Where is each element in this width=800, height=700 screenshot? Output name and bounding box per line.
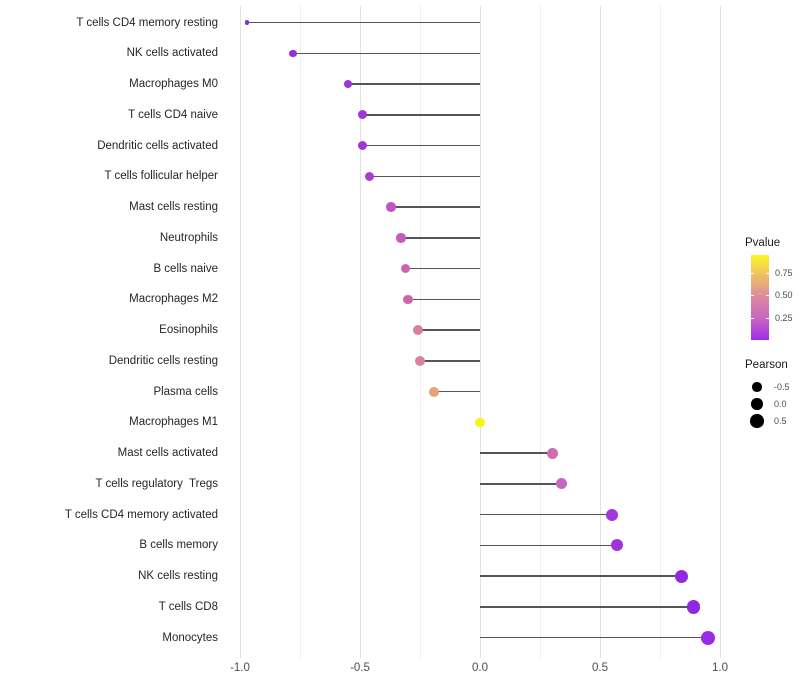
lollipop-stem bbox=[362, 144, 480, 147]
y-axis-label: B cells naive bbox=[153, 262, 218, 275]
colorbar-tick bbox=[751, 295, 754, 297]
lollipop-stem bbox=[292, 52, 480, 54]
pearson-key-dot bbox=[750, 414, 764, 428]
y-axis-label: Dendritic cells resting bbox=[108, 354, 218, 367]
data-point bbox=[244, 20, 250, 25]
x-tick-label: -1.0 bbox=[230, 662, 250, 674]
colorbar-tick bbox=[766, 295, 769, 297]
gridline-major bbox=[599, 6, 601, 658]
lollipop-stem bbox=[405, 267, 480, 270]
lollipop-stem bbox=[480, 606, 694, 608]
pearson-key-label: -0.5 bbox=[774, 381, 790, 392]
lollipop-stem bbox=[434, 390, 480, 393]
y-axis-label: Macrophages M0 bbox=[129, 78, 218, 90]
y-axis-label: T cells follicular helper bbox=[104, 170, 218, 183]
y-axis-label: T cells CD4 naive bbox=[128, 108, 218, 121]
data-point bbox=[357, 110, 367, 120]
lollipop-stem bbox=[362, 114, 480, 116]
pearson-key-dot bbox=[752, 382, 762, 392]
lollipop-stem bbox=[420, 360, 480, 362]
y-axis-label: Plasma cells bbox=[153, 385, 218, 398]
y-axis-label: Macrophages M1 bbox=[129, 416, 218, 429]
data-point bbox=[289, 49, 297, 57]
y-axis-label: Eosinophils bbox=[159, 324, 218, 336]
x-tick-label: 0.5 bbox=[592, 662, 608, 674]
gridline-minor bbox=[299, 6, 301, 658]
data-point bbox=[357, 141, 367, 150]
gridline-major bbox=[719, 6, 721, 658]
y-axis-label: T cells CD4 memory activated bbox=[64, 508, 218, 521]
data-point bbox=[343, 79, 353, 89]
y-axis-label: Mast cells resting bbox=[129, 201, 218, 213]
data-point bbox=[610, 539, 623, 552]
colorbar-tick-label: 0.75 bbox=[775, 267, 793, 278]
data-point bbox=[429, 386, 440, 397]
lollipop-stem bbox=[480, 575, 682, 577]
data-point bbox=[701, 630, 715, 645]
lollipop-stem bbox=[391, 206, 480, 208]
y-axis-label: NK cells activated bbox=[126, 47, 218, 60]
pvalue-colorbar bbox=[751, 255, 769, 340]
lollipop-stem bbox=[480, 544, 617, 546]
lollipop-stem bbox=[408, 298, 480, 300]
gridline-major bbox=[359, 6, 361, 658]
data-point bbox=[400, 263, 411, 274]
y-axis-label: T cells regulatory Tregs bbox=[95, 477, 218, 490]
lollipop-stem bbox=[480, 513, 612, 516]
pearson-key-label: 0.0 bbox=[774, 398, 787, 409]
colorbar-tick bbox=[751, 272, 754, 274]
x-tick-label: 0.0 bbox=[472, 662, 488, 674]
gridline-minor bbox=[659, 6, 661, 658]
lollipop-stem bbox=[480, 452, 552, 454]
data-point bbox=[415, 355, 425, 366]
lollipop-stem bbox=[480, 636, 708, 639]
data-point bbox=[365, 171, 375, 181]
pvalue-legend-title: Pvalue bbox=[745, 237, 781, 249]
x-tick-label: 1.0 bbox=[712, 662, 728, 674]
pearson-legend-title: Pearson bbox=[745, 359, 788, 371]
colorbar-tick-label: 0.50 bbox=[775, 290, 793, 301]
gridline-major bbox=[239, 6, 241, 658]
data-point bbox=[675, 569, 689, 583]
y-axis-label: Dendritic cells activated bbox=[97, 139, 218, 152]
data-point bbox=[386, 202, 396, 212]
gridline-major bbox=[479, 6, 481, 658]
lollipop-stem bbox=[348, 83, 480, 85]
colorbar-tick bbox=[766, 272, 769, 274]
colorbar-tick-label: 0.25 bbox=[775, 312, 793, 323]
data-point bbox=[556, 478, 568, 490]
colorbar-tick bbox=[766, 317, 769, 319]
y-axis-label: NK cells resting bbox=[138, 570, 218, 582]
lollipop-stem bbox=[369, 175, 480, 177]
data-point bbox=[475, 417, 485, 427]
gridline-minor bbox=[539, 6, 541, 658]
y-axis-label: Macrophages M2 bbox=[129, 293, 218, 306]
lollipop-stem bbox=[417, 329, 480, 331]
y-axis-label: Mast cells activated bbox=[117, 447, 218, 459]
data-point bbox=[396, 233, 406, 243]
data-point bbox=[403, 294, 413, 304]
y-axis-label: T cells CD4 memory resting bbox=[76, 16, 218, 29]
colorbar-tick bbox=[751, 317, 754, 319]
data-point bbox=[412, 325, 423, 335]
x-tick-label: -0.5 bbox=[350, 662, 370, 674]
y-axis-label: Neutrophils bbox=[159, 231, 218, 244]
pearson-key-dot bbox=[751, 398, 763, 410]
lollipop-stem bbox=[400, 237, 480, 239]
data-point bbox=[606, 508, 618, 521]
data-point bbox=[686, 600, 701, 614]
y-axis-label: T cells CD8 bbox=[158, 600, 218, 613]
y-axis-label: Monocytes bbox=[162, 631, 218, 644]
pearson-key-label: 0.5 bbox=[774, 415, 787, 426]
lollipop-stem bbox=[480, 483, 562, 485]
data-point bbox=[546, 447, 558, 459]
y-axis-label: B cells memory bbox=[139, 539, 218, 552]
lollipop-stem bbox=[247, 21, 480, 24]
